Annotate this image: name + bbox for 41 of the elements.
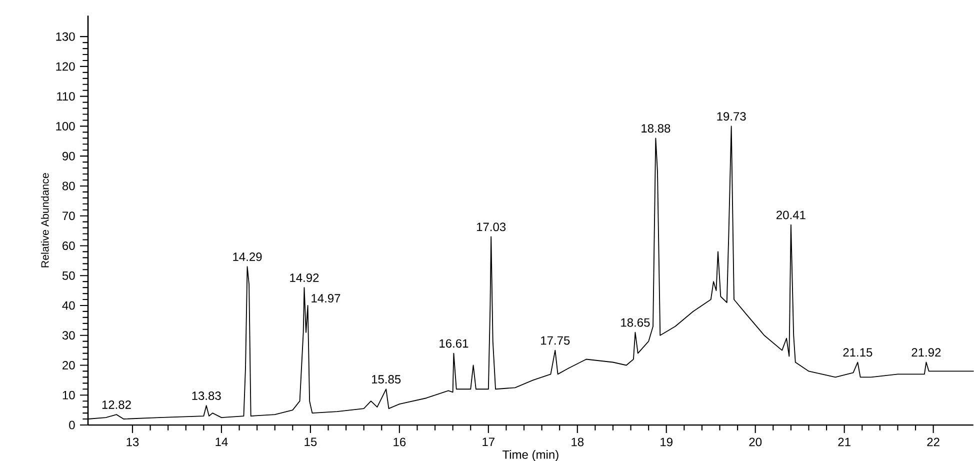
annotation: 14.29 <box>233 252 262 262</box>
annotation: 21.15 <box>843 348 872 357</box>
x-tick-label: 16 <box>394 438 406 446</box>
x-tick-label: 15 <box>304 438 317 446</box>
y-tick-label: 100 <box>56 122 75 130</box>
y-tick-label: 80 <box>62 182 75 190</box>
y-tick-label: 130 <box>56 32 75 41</box>
y-tick-label: 20 <box>62 360 75 370</box>
x-tick-label: 21 <box>838 438 850 446</box>
y-tick-label: 90 <box>62 152 75 160</box>
y-tick-label: 70 <box>62 212 75 220</box>
x-tick-label: 13 <box>126 438 139 446</box>
y-tick-label: 50 <box>62 271 75 280</box>
x-tick-label: 14 <box>216 438 228 446</box>
annotation: 14.92 <box>290 273 319 282</box>
annotation: 17.03 <box>476 222 506 232</box>
y-tick-label: 60 <box>62 241 75 250</box>
annotation: 15.85 <box>372 375 401 384</box>
annotation: 18.88 <box>642 124 670 133</box>
x-tick-label: 22 <box>927 438 940 446</box>
x-tick-label: 18 <box>572 438 584 446</box>
annotation: 12.82 <box>102 400 131 409</box>
x-tick-label: 19 <box>660 438 672 446</box>
y-tick-label: 30 <box>62 331 75 340</box>
y-tick-label: 110 <box>57 92 75 101</box>
y-tick-label: 0 <box>69 420 75 430</box>
x-tick-label: 20 <box>749 438 762 446</box>
x-axis-title: Time (min) <box>502 450 558 461</box>
annotation: 17.75 <box>541 336 570 345</box>
y-tick-label: 10 <box>62 390 75 400</box>
annotation: 16.61 <box>440 339 468 348</box>
annotation: 18.65 <box>621 318 650 327</box>
annotation: 21.92 <box>912 348 941 357</box>
annotation: 14.97 <box>312 294 340 303</box>
annotation: 13.83 <box>192 391 221 400</box>
y-axis-title: Relative Abundance <box>40 173 49 268</box>
y-tick-label: 40 <box>62 301 75 310</box>
y-tick-label: 120 <box>56 62 75 71</box>
annotation: 20.41 <box>776 210 806 220</box>
annotation: 19.73 <box>717 112 746 121</box>
x-tick-label: 17 <box>482 438 494 446</box>
